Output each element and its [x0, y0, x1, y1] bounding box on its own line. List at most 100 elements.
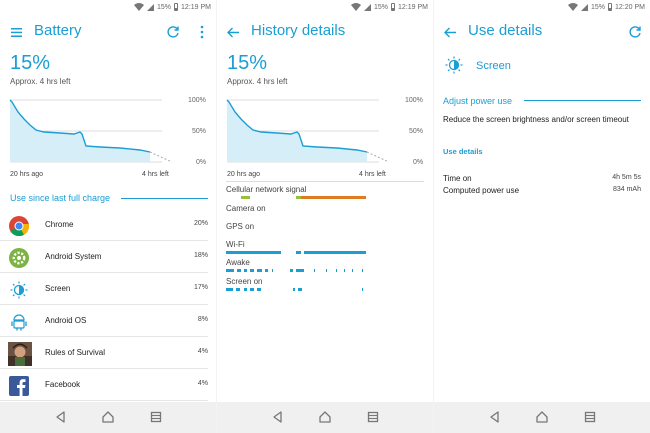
signal-icon	[147, 3, 155, 11]
app-name: Android OS	[45, 316, 87, 325]
item-title: Screen	[476, 60, 511, 72]
y-label-50: 50%	[409, 128, 423, 135]
clock-text: 12:19 PM	[181, 3, 211, 11]
x-label-end: 4 hrs left	[142, 171, 169, 178]
history-details-screen: 15% 12:19 PM History details 15% Approx.…	[217, 0, 433, 433]
chart-prediction-line	[366, 151, 390, 163]
refresh-icon[interactable]	[626, 23, 644, 41]
section-divider	[524, 100, 641, 101]
battery-status-text: 15%	[591, 3, 606, 11]
wifi-icon	[351, 3, 362, 11]
battery-status-icon	[391, 3, 396, 11]
back-nav-icon[interactable]	[271, 410, 285, 424]
battery-screen: 15% 12:19 PM Battery 15% Approx. 4 hrs l…	[0, 0, 216, 433]
row-label-cellular: Cellular network signal	[226, 185, 307, 194]
facebook-icon	[9, 376, 29, 396]
list-item[interactable]: Android OS 8%	[0, 306, 208, 337]
battery-percent: 15%	[227, 52, 268, 74]
battery-percent: 15%	[10, 52, 51, 74]
more-options-icon[interactable]	[193, 23, 211, 41]
list-item[interactable]: Android System 18%	[0, 242, 208, 273]
back-nav-icon[interactable]	[488, 410, 502, 424]
home-nav-icon[interactable]	[318, 410, 332, 424]
segment	[336, 269, 337, 272]
battery-history-chart: 100% 50% 0% 20 hrs ago 4 hrs left	[226, 97, 423, 178]
back-nav-icon[interactable]	[54, 410, 68, 424]
back-arrow-icon[interactable]	[441, 23, 459, 41]
time-remaining: Approx. 4 hrs left	[10, 77, 71, 86]
stat-value: 834 mAh	[612, 186, 641, 193]
app-percent: 4%	[197, 380, 208, 387]
x-label-start: 20 hrs ago	[10, 171, 43, 178]
use-details-link[interactable]: Use details	[443, 147, 483, 156]
section-header: Adjust power use	[443, 96, 513, 106]
section-header: Use since last full charge	[10, 193, 111, 203]
row-label-awake: Awake	[226, 258, 250, 267]
segment	[296, 251, 301, 254]
app-bar: Use details	[434, 14, 650, 50]
segment	[257, 269, 262, 272]
chart-line	[9, 99, 151, 153]
segment	[250, 269, 254, 272]
segment	[296, 196, 301, 199]
status-bar: 15% 12:19 PM	[0, 0, 216, 14]
clock-text: 12:19 PM	[398, 3, 428, 11]
screen-brightness-icon	[445, 56, 463, 74]
recents-nav-icon[interactable]	[583, 410, 597, 424]
row-label-wifi: Wi-Fi	[226, 240, 245, 249]
chart-area	[227, 100, 367, 162]
row-label-screen-on: Screen on	[226, 277, 263, 286]
segment	[298, 288, 302, 291]
y-label-100: 100%	[405, 97, 423, 104]
segment	[314, 269, 315, 272]
list-item[interactable]: Screen 17%	[0, 274, 208, 305]
home-nav-icon[interactable]	[535, 410, 549, 424]
page-title: Battery	[34, 22, 82, 39]
navigation-bar	[0, 402, 216, 433]
navigation-bar	[217, 402, 433, 433]
battery-history-chart[interactable]: 100% 50% 0% 20 hrs ago 4 hrs left	[0, 94, 216, 184]
app-name: Chrome	[45, 220, 74, 229]
home-nav-icon[interactable]	[101, 410, 115, 424]
cellular-signal-track	[226, 196, 366, 199]
list-item[interactable]: Facebook 4%	[0, 370, 208, 401]
row-label-camera: Camera on	[226, 204, 266, 213]
chart-prediction-line	[149, 151, 173, 163]
signal-icon	[364, 3, 372, 11]
y-label-50: 50%	[192, 128, 206, 135]
battery-status-icon	[174, 3, 179, 11]
app-percent: 8%	[197, 316, 208, 323]
app-percent: 17%	[193, 284, 208, 291]
refresh-icon[interactable]	[164, 23, 182, 41]
segment	[241, 196, 250, 199]
recents-nav-icon[interactable]	[366, 410, 380, 424]
wifi-icon	[568, 3, 579, 11]
screen-brightness-icon	[9, 280, 29, 300]
menu-icon[interactable]	[7, 23, 25, 41]
stat-value: 4h 5m 5s	[612, 174, 641, 181]
chart-line	[226, 99, 368, 153]
list-item[interactable]: Rules of Survival 4%	[0, 338, 208, 369]
app-percent: 4%	[197, 348, 208, 355]
segment	[301, 196, 366, 199]
segment	[250, 288, 254, 291]
segment	[296, 269, 304, 272]
segment	[244, 288, 247, 291]
app-name: Rules of Survival	[45, 348, 106, 357]
segment	[352, 269, 353, 272]
list-item[interactable]: Chrome 20%	[0, 210, 208, 241]
segment	[362, 288, 363, 291]
back-arrow-icon[interactable]	[224, 23, 242, 41]
app-name: Screen	[45, 284, 71, 293]
x-label-end: 4 hrs left	[359, 171, 386, 178]
page-title: Use details	[468, 22, 543, 39]
segment	[244, 269, 247, 272]
y-label-0: 0%	[196, 159, 206, 166]
stat-label: Time on	[443, 174, 472, 183]
screen-on-track	[226, 288, 366, 291]
app-percent: 20%	[193, 220, 208, 227]
app-bar: History details	[217, 14, 433, 50]
segment	[257, 288, 261, 291]
recents-nav-icon[interactable]	[149, 410, 163, 424]
segment	[226, 288, 233, 291]
